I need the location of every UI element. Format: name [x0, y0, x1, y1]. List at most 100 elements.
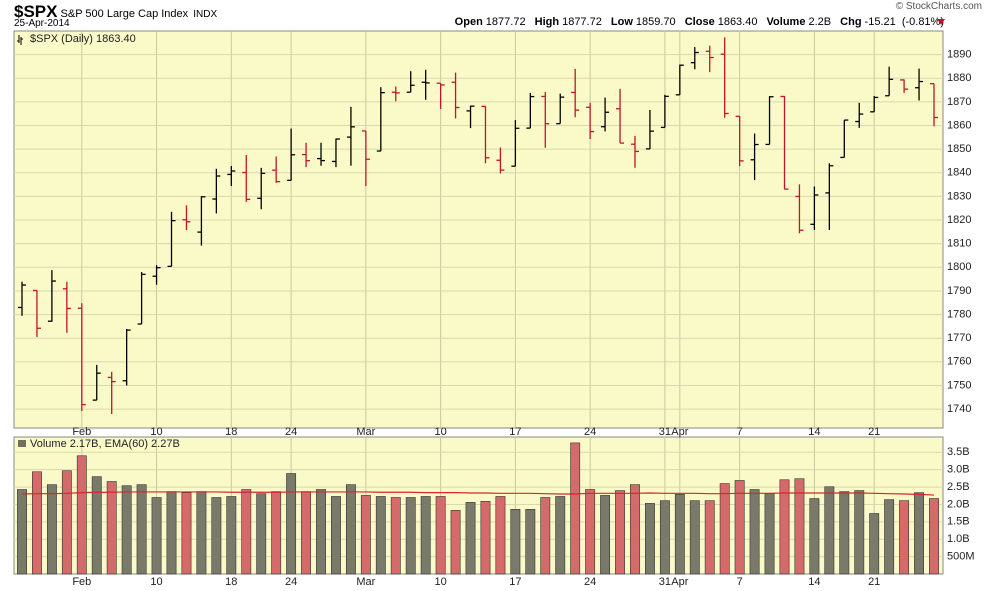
volume-bar	[510, 509, 521, 575]
y-tick-label: 2.5B	[947, 481, 970, 493]
x-tick-label: 21	[868, 426, 880, 438]
legend-icon	[17, 35, 23, 45]
y-tick-label: 1770	[947, 332, 971, 344]
marks	[17, 37, 939, 575]
x-tick-label: 31	[659, 426, 671, 438]
volume-bar	[689, 500, 700, 575]
volume-bar	[61, 470, 72, 575]
x-tick-label: 18	[225, 576, 237, 588]
volume-bar	[435, 496, 446, 575]
legend: Volume 2.17B, EMA(60) 2.27B	[30, 438, 180, 450]
volume-bar	[615, 490, 625, 575]
volume-bar	[106, 481, 117, 575]
x-tick-label: 10	[434, 576, 446, 588]
y-tick-label: 2.0B	[947, 498, 970, 510]
label: Open	[454, 16, 483, 28]
volume-bar	[196, 491, 207, 575]
value: 1877.72	[562, 16, 602, 28]
x-tick-label: 10	[434, 426, 446, 438]
x-tick-label: 10	[150, 576, 162, 588]
volume-bar	[839, 491, 850, 575]
label: High	[534, 16, 560, 28]
volume-bar	[390, 497, 401, 575]
volume-bar	[884, 499, 895, 575]
volume-bar	[704, 500, 715, 575]
volume-bar	[226, 496, 237, 575]
volume-bar	[46, 484, 57, 575]
y-tick-label: 1.0B	[947, 533, 970, 545]
volume-bar	[854, 490, 865, 575]
y-tick-label: 1810	[947, 238, 971, 250]
down-arrow	[937, 19, 945, 25]
x-tick-label: 24	[584, 576, 596, 588]
symbol: $SPX	[14, 2, 58, 21]
x-tick-label: 18	[225, 426, 237, 438]
volume-bar	[121, 485, 132, 575]
volume-bar	[555, 496, 566, 575]
volume-bar	[211, 497, 222, 575]
x-tick-label: 17	[509, 576, 521, 588]
volume-bar	[719, 483, 730, 575]
volume-bar	[76, 455, 87, 575]
y-tick-label: 1790	[947, 285, 971, 297]
volume-bar	[181, 492, 192, 575]
volume-bar	[899, 500, 910, 575]
x-tick-label: Apr	[671, 576, 688, 588]
y-tick-label: 1820	[947, 214, 971, 226]
date: 25-Apr-2014	[14, 18, 70, 29]
volume-bar	[301, 491, 312, 575]
label: Close	[684, 16, 715, 28]
y-tick-label: 1870	[947, 96, 971, 108]
y-tick-label: 3.0B	[947, 464, 970, 476]
volume-bar	[166, 491, 177, 575]
x-tick-label: Mar	[356, 426, 375, 438]
x-tick-label: 17	[509, 426, 521, 438]
volume-bar	[241, 489, 252, 575]
volume-bar	[450, 510, 461, 575]
quote: Open 1877.72 High 1877.72 Low 1859.70 Close…	[449, 16, 944, 28]
volume-bar	[286, 473, 297, 575]
y-tick-label: 1850	[947, 143, 971, 155]
volume-bar	[345, 484, 356, 575]
volume-bar	[32, 471, 42, 575]
x-tick-label: 24	[584, 426, 596, 438]
volume-bar	[420, 496, 431, 575]
exchange: INDX	[193, 9, 218, 20]
volume-bar	[764, 493, 775, 575]
y-tick-label: 1750	[947, 379, 971, 391]
label: Chg	[840, 16, 862, 28]
y-tick-label: 1860	[947, 119, 971, 131]
x-tick-label: 7	[737, 576, 743, 588]
value: (-0.81%)	[901, 16, 944, 28]
volume-bar	[734, 480, 745, 575]
label: Volume	[766, 16, 806, 28]
title-row: $SPX S&P 500 Large Cap Index INDX	[14, 2, 217, 22]
volume-bar	[779, 479, 790, 575]
volume-bar	[151, 497, 162, 575]
volume-bar	[914, 492, 924, 575]
y-tick-label: 1800	[947, 261, 971, 273]
value: 2.2B	[808, 16, 832, 28]
volume-bar	[540, 497, 551, 575]
value: -15.21	[864, 16, 896, 28]
copyright: © StockCharts.com	[895, 1, 982, 12]
volume-bar	[794, 478, 805, 575]
label: Low	[610, 16, 633, 28]
legend-icon	[18, 440, 26, 447]
y-tick-label: 1830	[947, 190, 971, 202]
volume-bar	[405, 497, 416, 575]
volume-bar	[256, 493, 267, 575]
index-name: S&P 500 Large Cap Index	[60, 8, 189, 20]
y-tick-label: 3.5B	[947, 446, 970, 458]
value: 1863.40	[717, 16, 758, 28]
volume-bar	[17, 489, 27, 575]
x-tick-label: Feb	[72, 426, 91, 438]
x-tick-label: 24	[285, 426, 297, 438]
volume-bar	[360, 495, 371, 575]
x-tick-label: Mar	[356, 576, 375, 588]
x-tick-label: Apr	[671, 426, 688, 438]
y-tick-label: 1880	[947, 72, 971, 84]
x-tick-label: 31	[659, 576, 671, 588]
